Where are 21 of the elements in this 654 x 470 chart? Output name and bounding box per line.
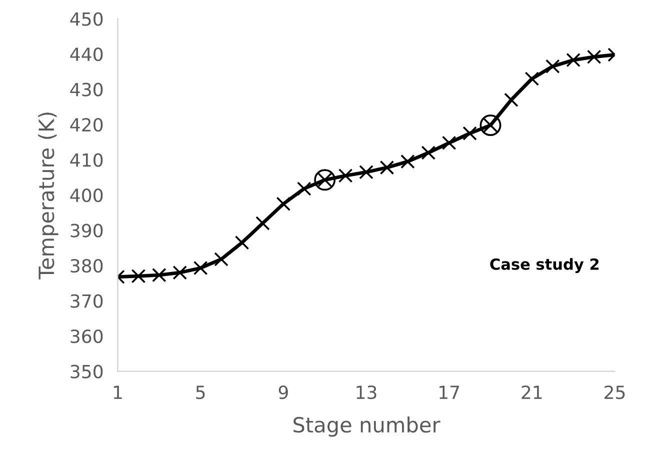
x-tick-label: 9 <box>278 386 288 400</box>
annotation: Case study 2 <box>490 258 599 274</box>
y-tick-label: 370 <box>70 294 103 308</box>
x-tick-label: 25 <box>604 386 625 400</box>
y-tick-label: 410 <box>70 153 103 167</box>
y-tick-label: 400 <box>70 188 103 202</box>
x-axis-title: Stage number <box>294 416 440 437</box>
y-tick-label: 350 <box>70 364 103 378</box>
y-tick-label: 360 <box>70 330 103 344</box>
y-tick-label: 430 <box>70 82 103 96</box>
y-tick-label: 440 <box>70 48 103 62</box>
y-axis-title: Temperature (K) <box>38 112 58 280</box>
x-tick-label: 1 <box>114 386 122 399</box>
x-tick-label: 5 <box>196 386 205 400</box>
y-tick-label: 380 <box>70 259 103 273</box>
y-tick-label: 450 <box>70 12 103 26</box>
y-tick-label: 390 <box>70 224 103 238</box>
x-tick-label: 21 <box>522 386 542 399</box>
y-tick-label: 420 <box>70 118 103 132</box>
x-tick-label: 13 <box>356 386 376 400</box>
x-tick-label: 17 <box>440 386 460 399</box>
